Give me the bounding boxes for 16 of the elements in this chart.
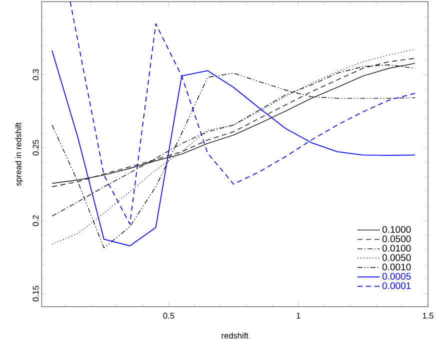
legend-label: 0.1000	[382, 226, 411, 233]
legend-label: 0.0100	[382, 244, 411, 252]
y-tick-label: 0.25	[32, 140, 39, 156]
y-tick-label: 0.15	[32, 286, 39, 302]
legend-label: 0.0500	[382, 235, 411, 242]
legend-label: 0.0005	[382, 272, 411, 280]
y-tick-label: 0.3	[32, 69, 39, 80]
legend-label: 0.0001	[382, 282, 411, 290]
x-tick-label: 0.5	[163, 312, 174, 319]
x-tick-label: 1.5	[422, 312, 434, 319]
y-axis-title: spread in redshift	[15, 122, 23, 186]
y-tick-label: 0.2	[32, 215, 39, 226]
x-tick-label: 1	[296, 312, 300, 318]
legend-label: 0.0010	[382, 264, 411, 270]
x-axis-title: redshift	[222, 332, 248, 339]
legend-label: 0.0050	[382, 254, 411, 261]
